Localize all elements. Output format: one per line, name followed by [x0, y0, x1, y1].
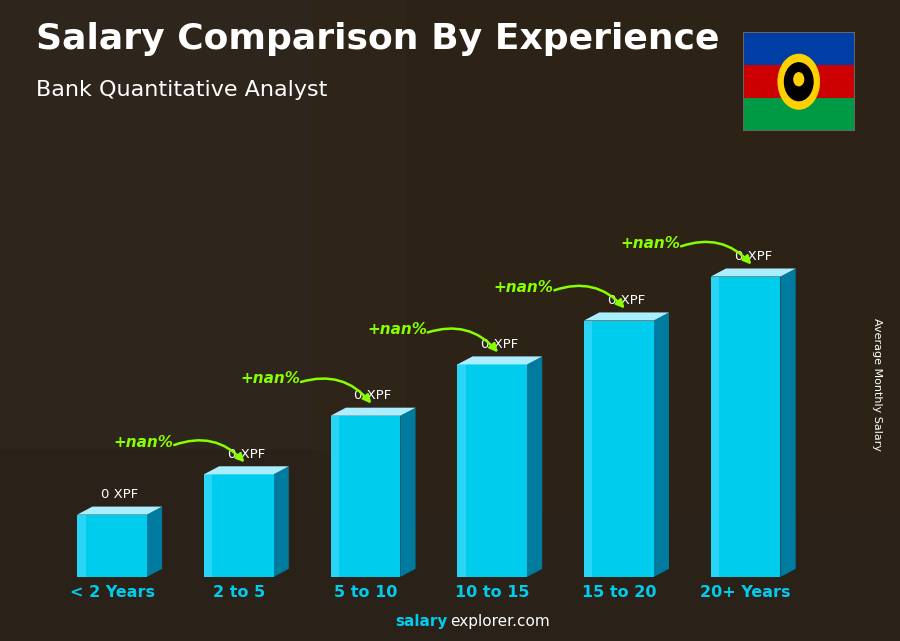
Text: +nan%: +nan% [494, 280, 554, 295]
Bar [711, 276, 780, 577]
Text: 0 XPF: 0 XPF [101, 488, 139, 501]
Text: +nan%: +nan% [367, 322, 428, 337]
Polygon shape [77, 506, 162, 515]
Text: 0 XPF: 0 XPF [355, 389, 392, 402]
Bar [742, 65, 855, 98]
Bar [584, 320, 592, 577]
Polygon shape [653, 312, 669, 577]
Bar [330, 416, 400, 577]
Circle shape [785, 63, 813, 101]
Bar [330, 416, 339, 577]
Bar [711, 276, 719, 577]
Polygon shape [457, 356, 542, 365]
Polygon shape [780, 269, 796, 577]
Polygon shape [584, 312, 669, 320]
Text: Bank Quantitative Analyst: Bank Quantitative Analyst [36, 80, 328, 100]
Bar [584, 320, 653, 577]
Bar [77, 515, 147, 577]
Bar [0, 0, 405, 449]
Text: 0 XPF: 0 XPF [228, 448, 265, 461]
Bar [742, 32, 855, 65]
Bar [315, 0, 900, 513]
Circle shape [794, 73, 804, 86]
Bar [457, 365, 465, 577]
Polygon shape [274, 466, 289, 577]
Polygon shape [400, 408, 416, 577]
Bar [204, 474, 274, 577]
Bar [457, 365, 527, 577]
Polygon shape [527, 356, 542, 577]
Polygon shape [330, 408, 416, 416]
Text: salary: salary [395, 615, 447, 629]
Text: +nan%: +nan% [240, 371, 301, 387]
Polygon shape [204, 466, 289, 474]
Text: +nan%: +nan% [621, 236, 680, 251]
Text: explorer.com: explorer.com [450, 615, 550, 629]
Text: Average Monthly Salary: Average Monthly Salary [872, 318, 883, 451]
Bar [204, 474, 212, 577]
Bar [742, 98, 855, 131]
Text: Salary Comparison By Experience: Salary Comparison By Experience [36, 22, 719, 56]
Text: 0 XPF: 0 XPF [482, 338, 518, 351]
Text: 0 XPF: 0 XPF [734, 250, 772, 263]
Polygon shape [147, 506, 162, 577]
Circle shape [778, 54, 819, 109]
Text: 0 XPF: 0 XPF [608, 294, 645, 307]
Polygon shape [711, 269, 796, 276]
Bar [77, 515, 86, 577]
Text: +nan%: +nan% [113, 435, 174, 449]
